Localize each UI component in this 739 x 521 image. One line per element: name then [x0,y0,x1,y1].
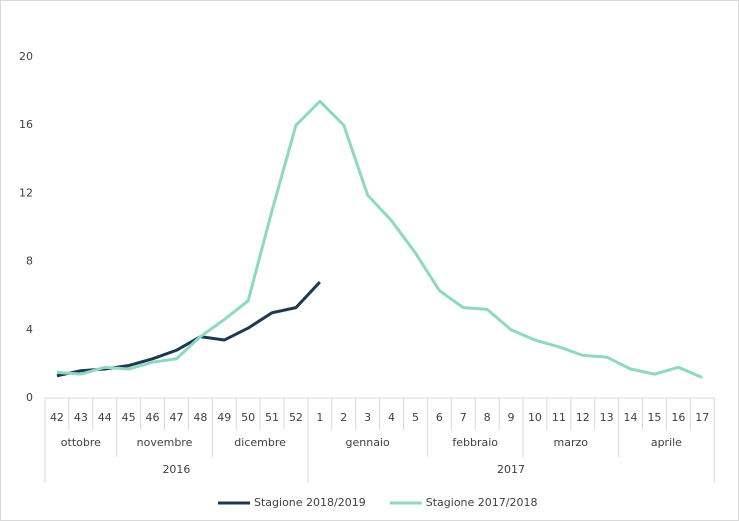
x-tick-label: 11 [552,411,566,424]
y-tick-label: 8 [26,255,33,268]
series-line [56,99,703,379]
y-tick-label: 16 [19,118,33,131]
months-label: aprile [651,436,682,449]
x-tick-label: 15 [647,411,661,424]
x-tick-label: 12 [576,411,590,424]
x-tick-label: 44 [98,411,112,424]
months-label: ottobre [61,436,101,449]
x-tick-label: 5 [412,411,419,424]
x-tick-label: 47 [169,411,183,424]
years-label: 2017 [497,463,525,476]
x-tick-label: 9 [508,411,515,424]
years-label: 2016 [162,463,190,476]
months-label: novembre [137,436,193,449]
x-tick-label: 51 [265,411,279,424]
months-label: marzo [554,436,589,449]
x-tick-label: 42 [50,411,64,424]
legend-label: Stagione 2018/2019 [254,496,366,509]
x-tick-label: 4 [388,411,395,424]
x-tick-label: 7 [460,411,467,424]
legend-label: Stagione 2017/2018 [426,496,538,509]
x-tick-label: 50 [241,411,255,424]
x-tick-label: 52 [289,411,303,424]
x-tick-label: 10 [528,411,542,424]
x-tick-label: 45 [122,411,136,424]
x-tick-label: 48 [193,411,207,424]
x-tick-label: 43 [74,411,88,424]
y-tick-label: 20 [19,50,33,63]
x-tick-label: 2 [340,411,347,424]
x-tick-label: 6 [436,411,443,424]
x-tick-label: 1 [316,411,323,424]
x-tick-label: 49 [217,411,231,424]
x-tick-label: 3 [364,411,371,424]
y-tick-label: 0 [26,391,33,404]
x-tick-label: 8 [484,411,491,424]
x-tick-label: 16 [671,411,685,424]
months-label: febbraio [452,436,498,449]
x-tick-label: 14 [624,411,638,424]
months-label: gennaio [346,436,390,449]
x-tick-label: 13 [600,411,614,424]
x-tick-label: 17 [695,411,709,424]
series-line [56,281,321,378]
months-label: dicembre [234,436,286,449]
y-tick-label: 12 [19,186,33,199]
x-tick-label: 46 [146,411,160,424]
y-tick-label: 4 [26,323,33,336]
